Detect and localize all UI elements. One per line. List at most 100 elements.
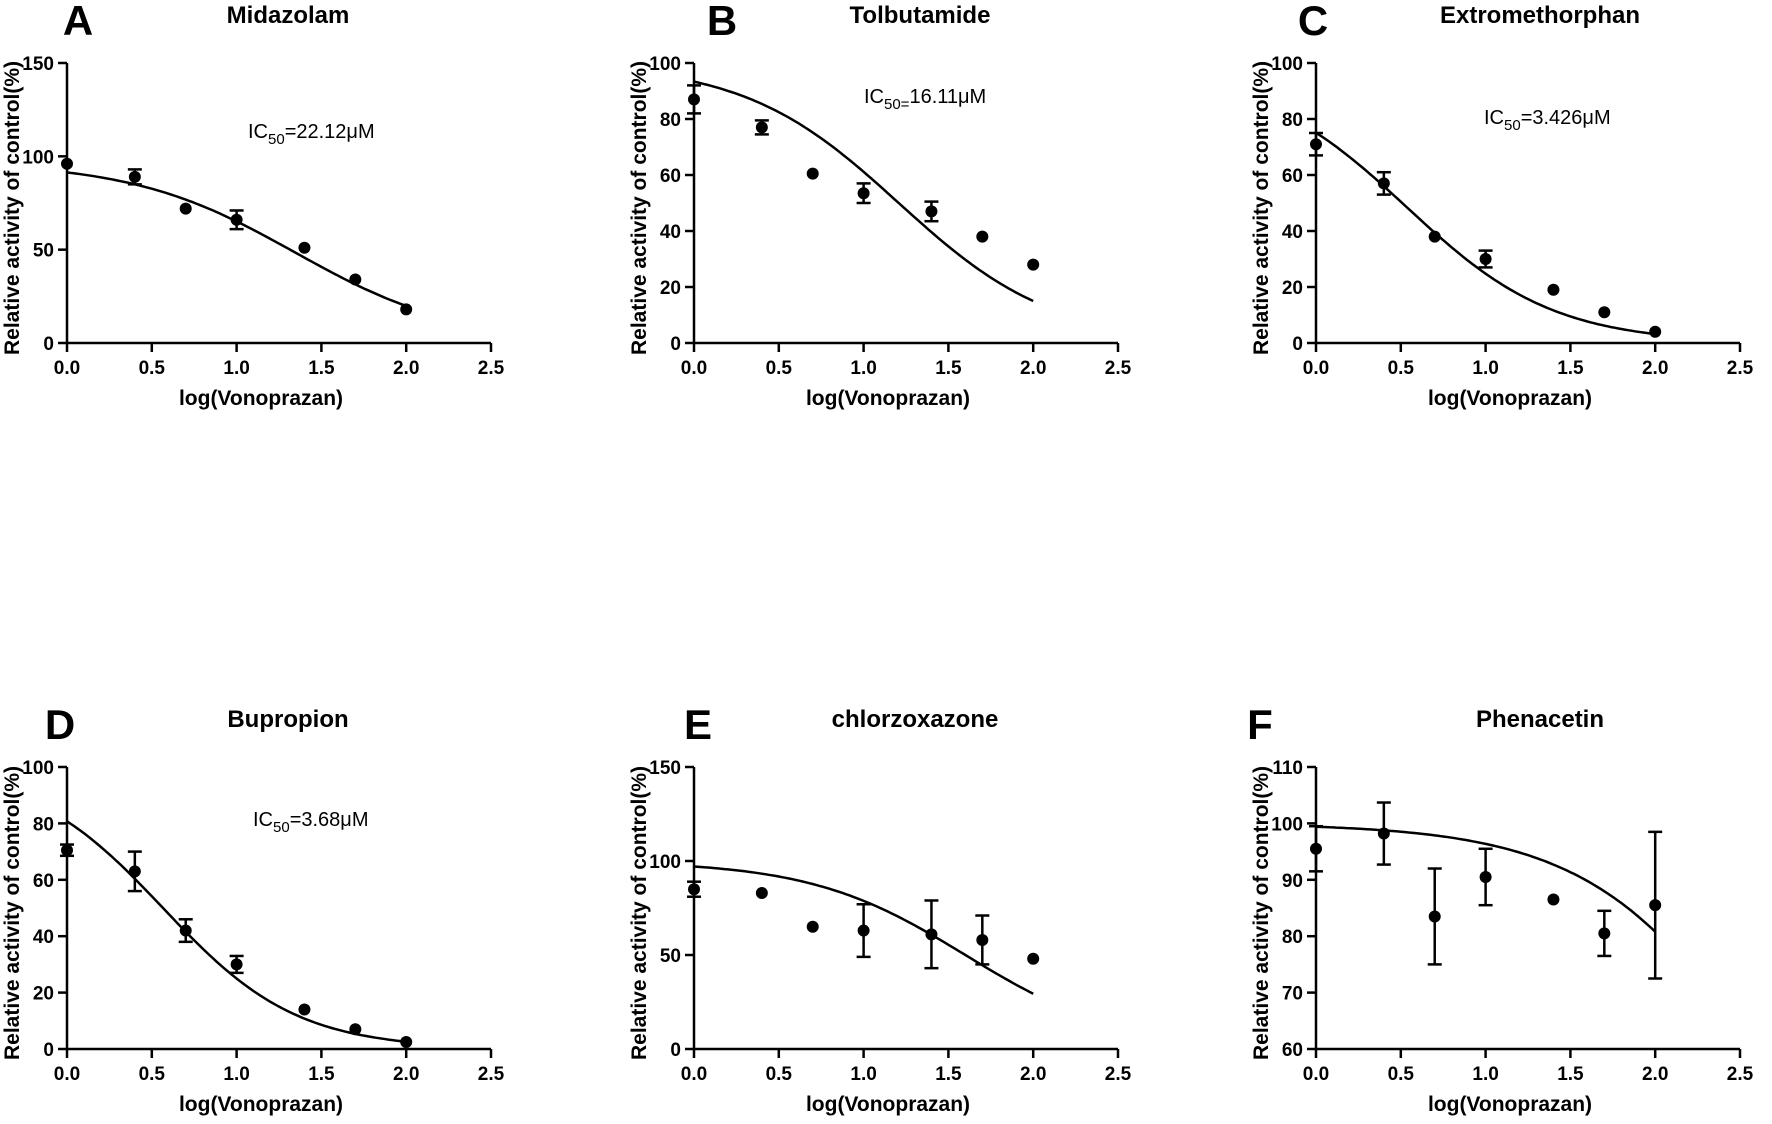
data-point <box>976 933 989 946</box>
data-point <box>349 273 362 286</box>
ic50-prefix: IC <box>1484 107 1504 129</box>
panel-b: B Tolbutamide 0.0 0.5 1.0 1.5 2.0 2.5 0 20 40 60 80 1… <box>628 0 1132 410</box>
y-tick-label: 80 <box>33 814 54 835</box>
ic50-annotation: IC50=3.68μM <box>253 809 368 836</box>
data-point <box>61 157 73 170</box>
x-axis-label: log(Vonoprazan) <box>806 387 970 410</box>
fit-curve <box>66 820 407 1043</box>
ic50-subscript: 50 <box>268 131 285 148</box>
panel-letter: D <box>45 701 75 748</box>
x-tick-label: 0.5 <box>766 1064 793 1085</box>
panel-f: F Phenacetin 0.0 0.5 1.0 1.5 2.0 2.5 60 70 80 90 100… <box>1247 701 1753 1116</box>
y-tick-label: 50 <box>33 241 54 262</box>
x-tick-label: 1.0 <box>1472 358 1498 379</box>
y-tick-label: 80 <box>1282 927 1303 948</box>
data-point <box>1649 899 1662 912</box>
x-tick-label: 1.5 <box>935 358 962 379</box>
data-point <box>1428 230 1441 243</box>
x-axis-label: log(Vonoprazan) <box>1428 387 1592 410</box>
chart-title: Midazolam <box>227 2 350 29</box>
x-tick-label: 2.0 <box>393 358 419 379</box>
x-tick-label: 2.0 <box>1020 358 1046 379</box>
data-point <box>1027 258 1040 271</box>
panel-c: C Extromethorphan 0.0 0.5 1.0 1.5 2.0 2.5 0 20 40 6… <box>1250 0 1754 410</box>
x-tick-label: 1.0 <box>223 1064 249 1085</box>
x-tick-label: 2.5 <box>1727 1064 1754 1085</box>
data-point <box>1598 927 1611 940</box>
y-tick-label: 0 <box>670 1040 681 1061</box>
y-tick-label: 20 <box>33 984 54 1005</box>
y-tick-label: 90 <box>1282 871 1303 892</box>
fit-curve <box>1315 131 1656 336</box>
y-tick-label: 60 <box>660 166 681 187</box>
ic50-value: 16.11μM <box>909 86 986 108</box>
fit-curve <box>1315 825 1657 933</box>
x-axis-label: log(Vonoprazan) <box>179 1093 343 1116</box>
ic50-prefix: IC <box>248 121 268 143</box>
fit-curve <box>66 171 407 308</box>
data-point <box>925 205 938 218</box>
x-tick-label: 1.5 <box>308 1064 335 1085</box>
data-point <box>298 1003 311 1016</box>
data-point <box>230 958 243 971</box>
y-tick-label: 40 <box>660 222 681 243</box>
x-tick-label: 0.0 <box>681 358 707 379</box>
fit-curve <box>693 80 1034 303</box>
y-tick-label: 0 <box>1292 334 1303 355</box>
x-tick-label: 1.5 <box>935 1064 962 1085</box>
y-tick-label: 0 <box>43 334 54 355</box>
x-axis-label: log(Vonoprazan) <box>806 1093 970 1116</box>
data-point <box>925 928 938 941</box>
x-axis-label: log(Vonoprazan) <box>1428 1093 1592 1116</box>
data-point <box>230 213 243 226</box>
panel-letter: B <box>707 0 737 44</box>
panel-letter: F <box>1247 701 1273 748</box>
x-tick-label: 1.0 <box>850 1064 876 1085</box>
ic50-annotation: IC50=16.11μM <box>864 86 986 113</box>
panel-letter: C <box>1298 0 1328 44</box>
x-tick-label: 0.5 <box>766 358 793 379</box>
ic50-annotation: IC50=3.426μM <box>1484 107 1611 134</box>
y-tick-label: 60 <box>33 871 54 892</box>
data-point <box>1310 138 1322 151</box>
data-point <box>806 167 819 180</box>
x-tick-label: 2.0 <box>393 1064 419 1085</box>
x-tick-label: 2.5 <box>478 1064 505 1085</box>
ic50-value: =3.426μM <box>1521 107 1611 129</box>
data-point <box>1479 870 1492 883</box>
data-point <box>688 883 700 896</box>
data-point <box>1027 952 1040 965</box>
y-axis-label: Relative activity of control(%) <box>1250 61 1273 355</box>
y-tick-label: 0 <box>43 1040 54 1061</box>
data-point <box>806 920 819 933</box>
chart-title: chlorzoxazone <box>832 706 999 733</box>
x-tick-label: 2.5 <box>1727 358 1754 379</box>
y-tick-label: 20 <box>1282 278 1303 299</box>
y-tick-label: 60 <box>1282 166 1303 187</box>
y-tick-label: 100 <box>649 852 681 873</box>
data-point <box>349 1023 362 1036</box>
x-tick-label: 2.0 <box>1642 1064 1668 1085</box>
y-tick-label: 100 <box>649 54 681 75</box>
data-point <box>1547 283 1560 296</box>
x-tick-label: 2.5 <box>1105 358 1132 379</box>
x-tick-label: 1.5 <box>1557 1064 1584 1085</box>
ic50-value: =22.12μM <box>285 121 375 143</box>
data-point <box>179 202 192 215</box>
y-axis-label: Relative activity of control(%) <box>1250 766 1273 1060</box>
ic50-subscript: 50 <box>273 819 290 836</box>
data-point <box>298 241 311 254</box>
y-tick-label: 110 <box>1272 758 1303 779</box>
data-point <box>976 230 989 243</box>
y-tick-label: 100 <box>1271 54 1303 75</box>
fit-curve <box>693 865 1034 995</box>
panel-d: D Bupropion 0.0 0.5 1.0 1.5 2.0 2.5 0 20 40 60 80 100… <box>1 701 505 1116</box>
chart-title: Bupropion <box>227 706 348 733</box>
panel-letter: A <box>63 0 93 44</box>
y-tick-label: 150 <box>649 758 681 779</box>
x-tick-label: 2.0 <box>1020 1064 1046 1085</box>
data-point <box>1649 325 1662 338</box>
data-point <box>1428 910 1441 923</box>
